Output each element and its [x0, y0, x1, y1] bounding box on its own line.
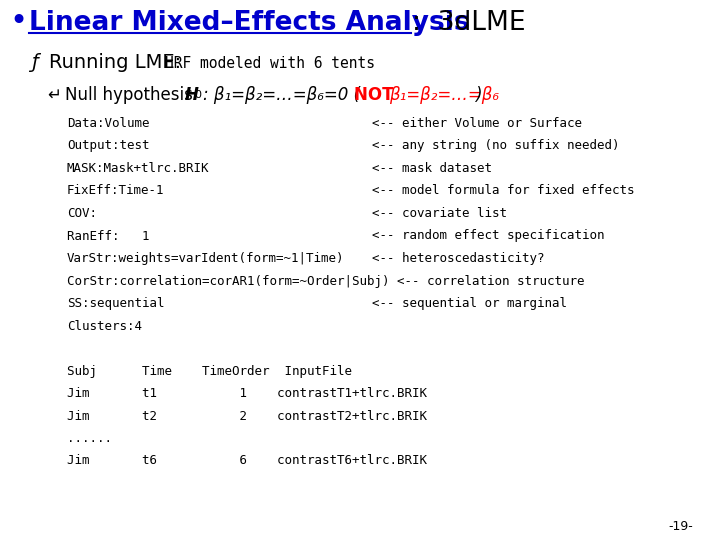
- Text: •: •: [10, 7, 28, 36]
- Text: Output:test: Output:test: [67, 139, 149, 152]
- Text: ↵: ↵: [48, 86, 61, 104]
- Text: ......: ......: [67, 432, 112, 445]
- Text: FixEff:Time-1: FixEff:Time-1: [67, 185, 164, 198]
- Text: Jim       t6           6    contrastT6+tlrc.BRIK: Jim t6 6 contrastT6+tlrc.BRIK: [67, 455, 427, 468]
- Text: H: H: [185, 86, 199, 104]
- Text: NOT: NOT: [354, 86, 399, 104]
- Text: :  3dLME: : 3dLME: [412, 10, 526, 36]
- Text: COV:: COV:: [67, 207, 97, 220]
- Text: ): ): [474, 86, 481, 104]
- Text: Jim       t1           1    contrastT1+tlrc.BRIK: Jim t1 1 contrastT1+tlrc.BRIK: [67, 387, 427, 400]
- Text: β₁=β₂=…=β₆: β₁=β₂=…=β₆: [390, 86, 499, 104]
- Text: <-- either Volume or Surface: <-- either Volume or Surface: [372, 117, 582, 130]
- Text: CorStr:correlation=corAR1(form=~Order|Subj) <-- correlation structure: CorStr:correlation=corAR1(form=~Order|Su…: [67, 274, 585, 287]
- Text: 0: 0: [194, 90, 202, 100]
- Text: <-- heteroscedasticity?: <-- heteroscedasticity?: [372, 252, 544, 265]
- Text: Subj      Time    TimeOrder  InputFile: Subj Time TimeOrder InputFile: [67, 364, 352, 377]
- Text: Clusters:4: Clusters:4: [67, 320, 142, 333]
- Text: RanEff:   1: RanEff: 1: [67, 230, 149, 242]
- Text: SS:sequential: SS:sequential: [67, 297, 164, 310]
- Text: VarStr:weights=varIdent(form=~1|Time): VarStr:weights=varIdent(form=~1|Time): [67, 252, 344, 265]
- Text: <-- any string (no suffix needed): <-- any string (no suffix needed): [372, 139, 619, 152]
- Text: <-- model formula for fixed effects: <-- model formula for fixed effects: [372, 185, 634, 198]
- Text: <-- sequential or marginal: <-- sequential or marginal: [372, 297, 567, 310]
- Text: ƒ: ƒ: [32, 53, 38, 72]
- Text: Null hypothesis: Null hypothesis: [65, 86, 193, 104]
- Text: : β₁=β₂=…=β₆=0 (: : β₁=β₂=…=β₆=0 (: [204, 86, 361, 104]
- Text: <-- random effect specification: <-- random effect specification: [372, 230, 604, 242]
- Text: Jim       t2           2    contrastT2+tlrc.BRIK: Jim t2 2 contrastT2+tlrc.BRIK: [67, 409, 427, 422]
- Text: <-- mask dataset: <-- mask dataset: [372, 162, 492, 175]
- Text: Linear Mixed–Effects Analysis: Linear Mixed–Effects Analysis: [30, 10, 470, 36]
- Text: Running LME:: Running LME:: [49, 53, 181, 72]
- Text: Data:Volume: Data:Volume: [67, 117, 149, 130]
- Text: HRF modeled with 6 tents: HRF modeled with 6 tents: [165, 56, 375, 71]
- Text: -19-: -19-: [668, 520, 693, 533]
- Text: <-- covariate list: <-- covariate list: [372, 207, 507, 220]
- Text: MASK:Mask+tlrc.BRIK: MASK:Mask+tlrc.BRIK: [67, 162, 210, 175]
